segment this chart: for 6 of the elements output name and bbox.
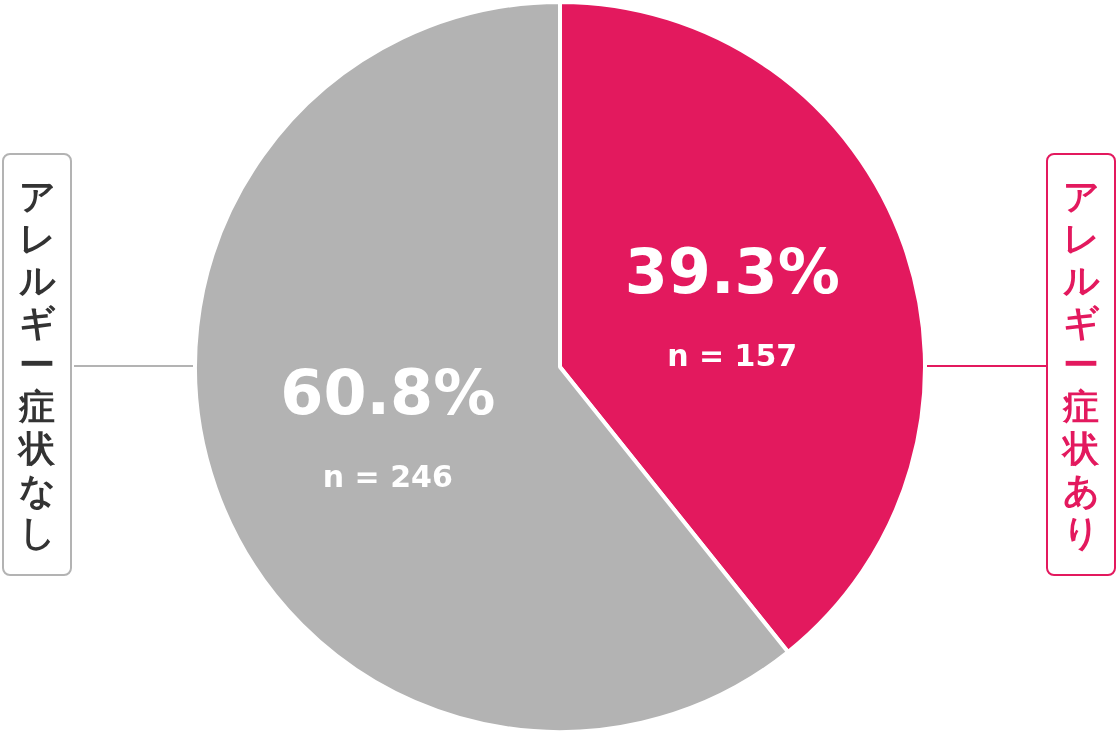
category-label: アレルギー症状あり (1062, 175, 1100, 553)
category-label: アレルギー症状なし (18, 175, 56, 553)
data-label: 39.3% (624, 234, 840, 308)
text: n = 157 (667, 338, 798, 374)
text: n = 246 (322, 459, 453, 495)
data-label: 60.8% (280, 355, 496, 429)
